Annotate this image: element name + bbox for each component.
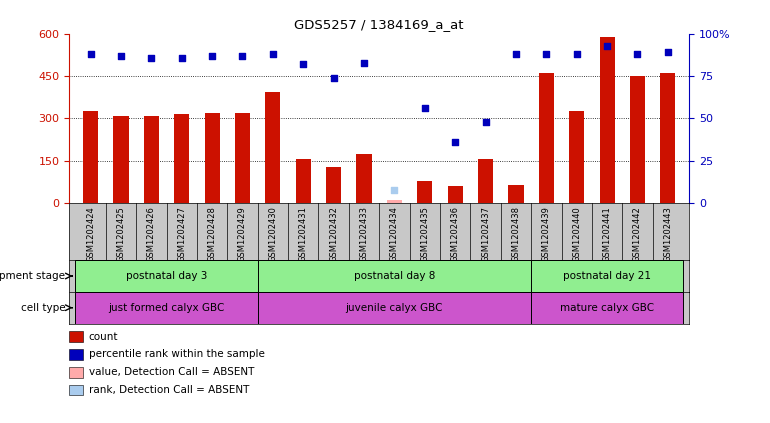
Point [571, 51, 583, 58]
Text: GSM1202437: GSM1202437 [481, 206, 490, 262]
Text: juvenile calyx GBC: juvenile calyx GBC [346, 303, 444, 313]
Point [480, 118, 492, 125]
Text: GSM1202427: GSM1202427 [177, 206, 186, 262]
Text: GSM1202429: GSM1202429 [238, 206, 247, 262]
Point [236, 52, 249, 59]
Bar [531, 260, 683, 292]
Bar [75, 292, 258, 324]
Text: just formed calyx GBC: just formed calyx GBC [109, 303, 225, 313]
Bar [417, 181, 433, 203]
Text: postnatal day 8: postnatal day 8 [353, 271, 435, 281]
Point [176, 54, 188, 61]
Bar [661, 73, 675, 203]
Point [601, 42, 613, 49]
Text: postnatal day 3: postnatal day 3 [126, 271, 207, 281]
Text: count: count [89, 332, 118, 342]
Text: cell type: cell type [21, 303, 65, 313]
Bar [144, 116, 159, 203]
Text: mature calyx GBC: mature calyx GBC [560, 303, 654, 313]
Point [631, 51, 644, 58]
Text: GSM1202431: GSM1202431 [299, 206, 308, 262]
Bar [539, 73, 554, 203]
Point [85, 51, 97, 58]
Point [146, 54, 158, 61]
Point [661, 49, 674, 56]
Bar [113, 115, 129, 203]
Bar [630, 76, 645, 203]
Text: GSM1202441: GSM1202441 [603, 206, 611, 262]
Bar [326, 167, 341, 203]
Bar [600, 37, 614, 203]
Text: value, Detection Call = ABSENT: value, Detection Call = ABSENT [89, 367, 254, 377]
Point [358, 59, 370, 66]
Point [266, 51, 279, 58]
Text: GSM1202428: GSM1202428 [208, 206, 216, 262]
Bar [531, 292, 683, 324]
Text: GSM1202425: GSM1202425 [116, 206, 126, 262]
Point [297, 61, 310, 68]
Bar [258, 292, 531, 324]
Text: development stage: development stage [0, 271, 65, 281]
Point [206, 52, 218, 59]
Bar [266, 92, 280, 203]
Bar [235, 113, 250, 203]
Text: GSM1202440: GSM1202440 [572, 206, 581, 262]
Text: GSM1202424: GSM1202424 [86, 206, 95, 262]
Bar [447, 186, 463, 203]
Point [510, 51, 522, 58]
Text: GSM1202432: GSM1202432 [329, 206, 338, 262]
Bar [387, 200, 402, 203]
Bar [478, 159, 493, 203]
Text: GSM1202430: GSM1202430 [269, 206, 277, 262]
Text: GSM1202443: GSM1202443 [664, 206, 672, 262]
Bar [174, 114, 189, 203]
Point [449, 139, 461, 146]
Bar [75, 260, 258, 292]
Point [388, 186, 400, 193]
Title: GDS5257 / 1384169_a_at: GDS5257 / 1384169_a_at [294, 18, 464, 31]
Point [419, 105, 431, 112]
Text: GSM1202442: GSM1202442 [633, 206, 642, 262]
Text: GSM1202439: GSM1202439 [542, 206, 551, 262]
Text: GSM1202436: GSM1202436 [450, 206, 460, 262]
Point [115, 52, 127, 59]
Bar [357, 154, 372, 203]
Bar [569, 111, 584, 203]
Bar [205, 113, 219, 203]
Text: GSM1202438: GSM1202438 [511, 206, 521, 262]
Bar [508, 185, 524, 203]
Bar [296, 159, 311, 203]
Bar [83, 111, 98, 203]
Text: GSM1202435: GSM1202435 [420, 206, 430, 262]
Bar [258, 260, 531, 292]
Text: percentile rank within the sample: percentile rank within the sample [89, 349, 264, 360]
Text: GSM1202434: GSM1202434 [390, 206, 399, 262]
Point [327, 74, 340, 81]
Text: postnatal day 21: postnatal day 21 [563, 271, 651, 281]
Text: rank, Detection Call = ABSENT: rank, Detection Call = ABSENT [89, 385, 249, 395]
Text: GSM1202433: GSM1202433 [360, 206, 369, 262]
Text: GSM1202426: GSM1202426 [147, 206, 156, 262]
Point [541, 51, 553, 58]
